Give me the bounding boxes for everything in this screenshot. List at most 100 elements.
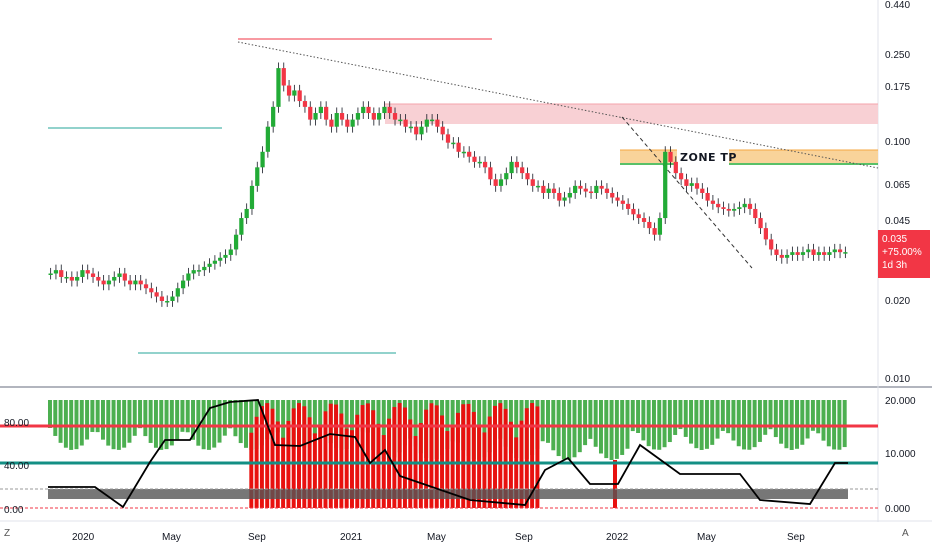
candle-body bbox=[276, 68, 281, 107]
indicator-red-bar bbox=[455, 412, 460, 508]
indicator-bar bbox=[715, 400, 720, 439]
candle-body bbox=[53, 270, 59, 274]
supply-zone[interactable] bbox=[385, 104, 878, 124]
indicator-bar bbox=[100, 400, 105, 440]
indicator-bar bbox=[143, 400, 148, 437]
indicator-red-bar bbox=[360, 405, 365, 508]
zone-tp[interactable] bbox=[620, 150, 878, 163]
indicator-bar bbox=[349, 400, 354, 446]
indicator-bar bbox=[736, 400, 741, 447]
candle-body bbox=[573, 185, 578, 193]
price-change: +75.00% bbox=[882, 247, 922, 258]
indicator-bar bbox=[106, 400, 111, 446]
indicator-bar bbox=[212, 400, 217, 448]
candle-body bbox=[837, 249, 843, 253]
candle-body bbox=[133, 280, 138, 285]
indicator-red-bar bbox=[381, 435, 386, 508]
price-tick-label: 0.440 bbox=[885, 0, 910, 11]
dashed-projection-line[interactable] bbox=[621, 116, 753, 269]
candle-body bbox=[583, 188, 588, 192]
indicator-bar bbox=[90, 400, 95, 432]
candle-body bbox=[249, 185, 255, 209]
indicator-bar bbox=[196, 400, 201, 446]
candle-body bbox=[345, 119, 350, 127]
timezone-button[interactable]: Z bbox=[4, 528, 11, 539]
indicator-left-tick: 80.00 bbox=[4, 418, 29, 429]
indicator-bar bbox=[588, 400, 593, 439]
candle-body bbox=[663, 151, 668, 219]
indicator-red-bar bbox=[302, 406, 307, 508]
candle-body bbox=[700, 188, 705, 193]
indicator-bar bbox=[593, 400, 598, 447]
descending-trendline[interactable] bbox=[237, 41, 879, 169]
indicator-bar bbox=[752, 400, 757, 448]
candle-body bbox=[265, 126, 270, 152]
candle-body bbox=[737, 207, 742, 209]
candle-body bbox=[504, 173, 509, 180]
candle-body bbox=[207, 263, 212, 267]
indicator-bar bbox=[800, 400, 805, 445]
indicator-bar bbox=[132, 400, 137, 436]
price-tick-label: 0.065 bbox=[885, 180, 910, 191]
candle-body bbox=[509, 161, 514, 174]
candle-body bbox=[80, 270, 85, 277]
indicator-pane[interactable] bbox=[0, 389, 878, 521]
candle-body bbox=[228, 249, 233, 255]
indicator-bar bbox=[281, 400, 286, 440]
indicator-bar bbox=[816, 400, 821, 434]
indicator-red-bar bbox=[434, 405, 439, 508]
candle-body bbox=[705, 192, 710, 201]
indicator-bar bbox=[842, 400, 847, 448]
candle-body bbox=[186, 273, 191, 281]
candle-body bbox=[69, 276, 74, 281]
candle-body bbox=[620, 200, 625, 204]
candle-body bbox=[604, 188, 610, 193]
indicator-red-bar bbox=[291, 408, 296, 508]
indicator-bar bbox=[95, 400, 100, 433]
candle-body bbox=[143, 284, 149, 289]
price-axis[interactable]: 0.440 0.250 0.175 0.100 0.065 0.045 0.020 0.010 bbox=[885, 0, 910, 385]
candle-body bbox=[75, 276, 80, 281]
indicator-bar bbox=[821, 400, 826, 441]
indicator-bar bbox=[228, 400, 233, 429]
price-tick-label: 0.250 bbox=[885, 50, 910, 61]
time-axis[interactable]: 2020 May Sep 2021 May Sep 2022 May Sep bbox=[72, 532, 805, 543]
indicator-bar bbox=[169, 400, 174, 446]
candle-body bbox=[387, 106, 392, 114]
indicator-red-bar bbox=[450, 427, 455, 508]
candle-body bbox=[170, 296, 175, 301]
time-tick-label: Sep bbox=[515, 532, 533, 543]
indicator-bar bbox=[48, 400, 52, 428]
candle-body bbox=[128, 280, 133, 285]
indicator-bar bbox=[763, 400, 768, 435]
candle-body bbox=[822, 252, 827, 255]
candle-body bbox=[520, 167, 525, 174]
candle-body bbox=[297, 90, 302, 102]
price-tick-label: 0.010 bbox=[885, 374, 910, 385]
candle-body bbox=[377, 113, 382, 120]
zone-tp-label: ZONE TP bbox=[680, 151, 737, 164]
candle-body bbox=[742, 203, 747, 208]
price-tick-label: 0.100 bbox=[885, 137, 910, 148]
candle-body bbox=[641, 218, 647, 222]
candle-body bbox=[308, 106, 313, 120]
candle-body bbox=[239, 218, 244, 235]
indicator-axes[interactable]: 80.00 40.00 0.00 20.000 10.000 0.000 bbox=[4, 396, 916, 516]
indicator-bar bbox=[667, 400, 672, 443]
indicator-red-bar bbox=[318, 425, 323, 508]
candle-body bbox=[361, 106, 366, 114]
indicator-red-bar bbox=[339, 413, 344, 508]
candle-body bbox=[562, 197, 567, 201]
candle-body bbox=[636, 214, 641, 219]
candle-body bbox=[551, 188, 557, 193]
candle-body bbox=[244, 208, 249, 219]
indicator-bar bbox=[614, 400, 619, 459]
indicator-bar bbox=[85, 400, 90, 440]
indicator-red-bar bbox=[471, 411, 476, 508]
indicator-bar bbox=[556, 400, 561, 457]
indicator-red-bar bbox=[535, 406, 540, 508]
auto-scale-button[interactable]: A bbox=[902, 528, 909, 539]
candle-body bbox=[286, 85, 292, 96]
price-pane[interactable] bbox=[0, 0, 878, 385]
